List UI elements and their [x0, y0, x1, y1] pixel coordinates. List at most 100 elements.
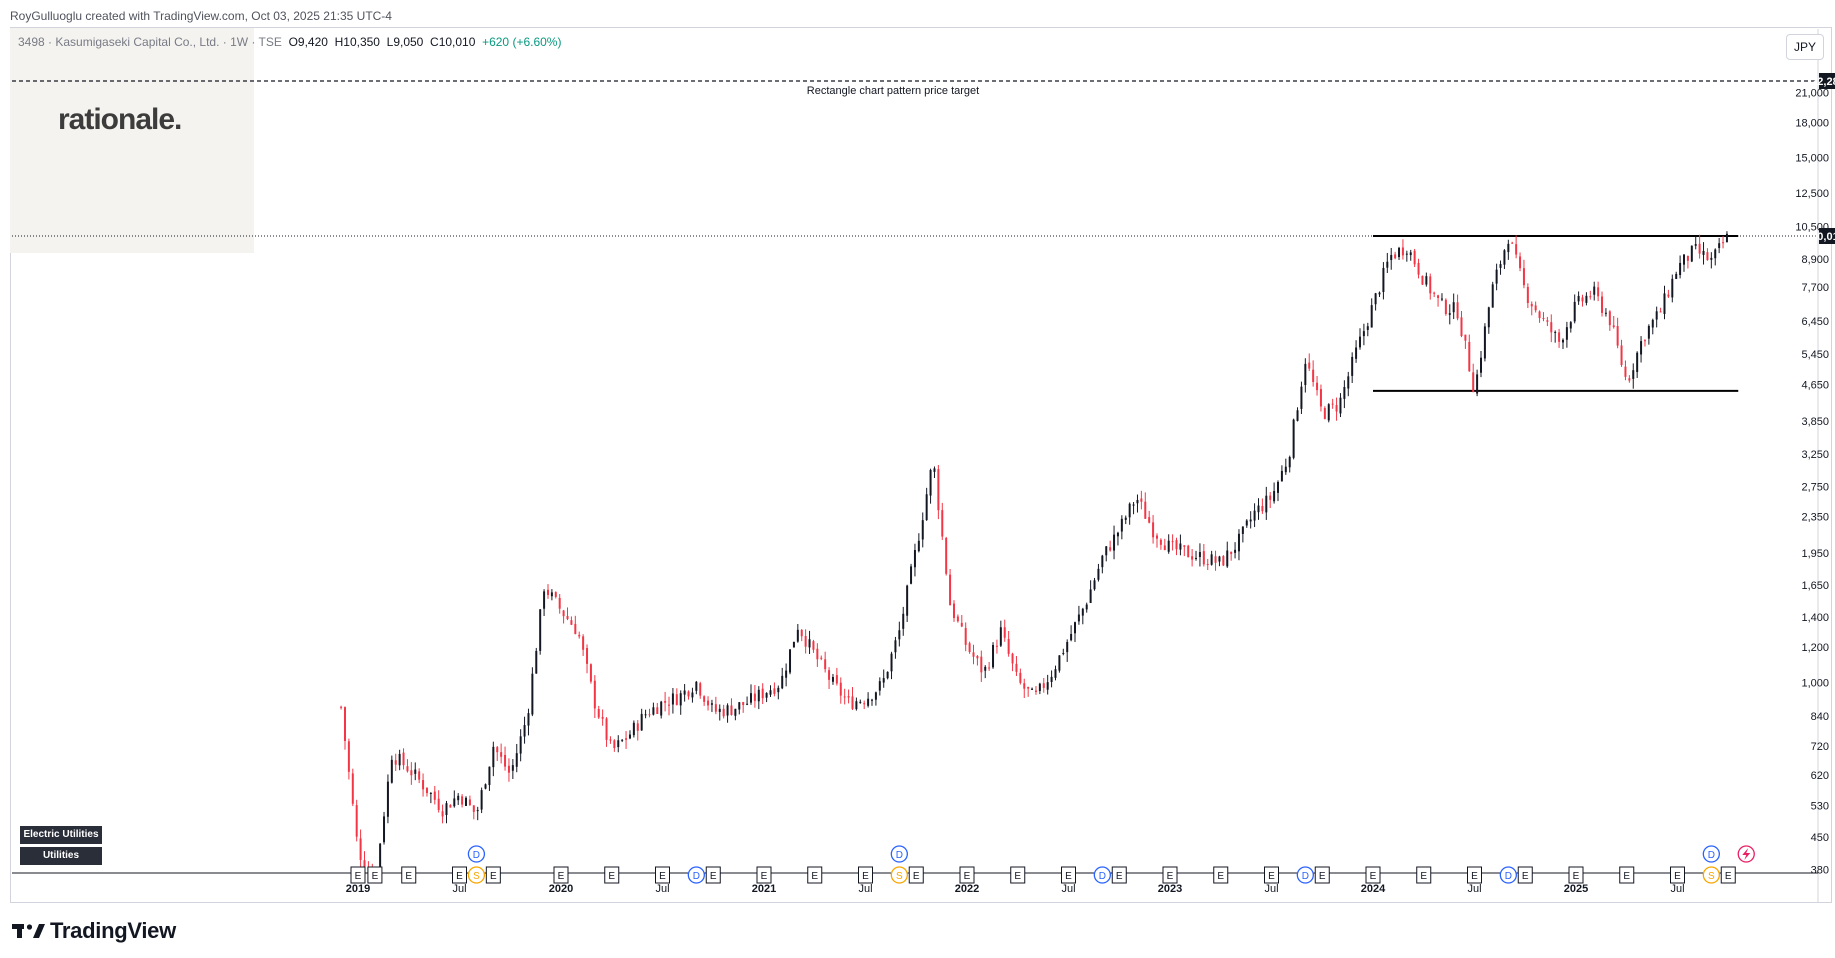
candle-body: [1273, 490, 1276, 502]
candle-body: [660, 701, 663, 716]
candle-body: [1210, 554, 1213, 565]
price-tick-label: 1,650: [1801, 580, 1829, 592]
earnings-marker-label: E: [1268, 871, 1275, 882]
candle-body: [1433, 292, 1436, 294]
price-tick-label: 6,450: [1801, 316, 1829, 328]
earnings-marker-label: E: [1420, 871, 1427, 882]
candle-body: [1226, 550, 1229, 567]
ohlc-close: C10,010: [430, 35, 476, 49]
candle-body: [679, 693, 682, 706]
candle-body: [968, 643, 971, 653]
time-tick-label: 2022: [955, 883, 979, 895]
earnings-marker-label: E: [1116, 871, 1123, 882]
candle-body: [390, 759, 393, 783]
split-marker-label: S: [1708, 871, 1715, 882]
price-tick-label: 7,700: [1801, 282, 1829, 294]
candle-body: [1398, 247, 1401, 258]
candle-body: [1608, 311, 1611, 326]
candle-body: [476, 810, 479, 812]
candle-body: [995, 645, 998, 647]
candle-body: [1105, 546, 1108, 556]
candle-body: [515, 753, 518, 767]
candle-body: [1472, 372, 1475, 393]
price-tick-label: 12,500: [1795, 188, 1829, 200]
price-tick-label: 1,950: [1801, 548, 1829, 560]
candle-body: [972, 652, 975, 657]
candle-body: [769, 690, 772, 695]
candle-body: [1257, 505, 1260, 513]
candle-body: [1437, 295, 1440, 298]
earnings-marker-label: E: [1623, 871, 1630, 882]
candle-body: [1468, 341, 1471, 372]
candle-body: [1237, 533, 1240, 552]
price-tick-label: 2,350: [1801, 512, 1829, 524]
dividend-marker-label: D: [1302, 871, 1309, 882]
dividend-marker: [1093, 866, 1111, 884]
earnings-marker: [655, 866, 670, 884]
candle-body: [1312, 369, 1315, 383]
candle-body: [1538, 311, 1541, 319]
candle-body: [730, 705, 733, 715]
candle-body: [1581, 297, 1584, 302]
candle-body: [1198, 552, 1201, 558]
candle-body: [355, 805, 358, 837]
candle-body: [621, 739, 624, 741]
candle-body: [1620, 345, 1623, 366]
candle-body: [414, 769, 417, 774]
candle-body: [992, 644, 995, 668]
candle-body: [749, 693, 752, 703]
candle-body: [1530, 303, 1533, 307]
time-tick-label: Jul: [1061, 883, 1075, 895]
currency-button[interactable]: JPY: [1786, 34, 1824, 60]
candle-body: [1218, 556, 1221, 562]
earnings-marker-label: E: [964, 871, 971, 882]
candle-body: [1031, 688, 1034, 690]
candle-body: [1511, 242, 1514, 244]
candle-body: [683, 690, 686, 695]
candle-body: [1382, 267, 1385, 293]
candle-body: [1159, 539, 1162, 545]
candle-body: [1374, 293, 1377, 305]
candle-body: [1565, 327, 1568, 340]
tag-sector[interactable]: Electric Utilities: [20, 826, 102, 844]
earnings-marker-label: E: [1471, 871, 1478, 882]
candle-body: [1632, 370, 1635, 379]
time-tick-label: 2021: [752, 883, 776, 895]
candle-body: [1612, 325, 1615, 328]
earnings-marker: [553, 866, 569, 884]
candle-body: [777, 687, 780, 693]
split-marker: [1702, 866, 1720, 884]
candle-body: [796, 629, 799, 642]
earnings-marker: [1517, 866, 1533, 884]
candle-body: [574, 623, 577, 635]
dividend-marker: [1296, 866, 1314, 884]
candle-body: [1179, 543, 1182, 550]
candle-body: [539, 609, 542, 651]
candle-body: [484, 784, 487, 789]
candle-body: [1327, 404, 1330, 421]
candle-body: [343, 707, 346, 741]
candle-body: [1323, 407, 1326, 419]
candle-body: [1409, 252, 1412, 256]
earnings-marker-label: E: [710, 871, 717, 882]
candle-body: [550, 592, 553, 597]
candle-body: [1144, 501, 1147, 519]
dividend-marker: [467, 845, 486, 863]
candle-body: [1253, 510, 1256, 521]
candle-body: [687, 691, 690, 697]
earnings-marker-label: E: [1167, 871, 1174, 882]
candle-body: [1152, 522, 1155, 538]
candle-body: [1515, 244, 1518, 255]
flash-bolt-icon: [1742, 848, 1751, 860]
time-tick-label: Jul: [1670, 883, 1684, 895]
candle-body: [1054, 669, 1057, 678]
candle-body: [593, 680, 596, 709]
tag-industry[interactable]: Utilities: [20, 847, 102, 865]
tradingview-brand[interactable]: TradingView: [12, 918, 176, 944]
candle-body: [761, 688, 764, 699]
earnings-marker-label: E: [1065, 871, 1072, 882]
candle-body: [1175, 540, 1178, 550]
candle-body: [1113, 534, 1116, 551]
candle-body: [1074, 622, 1077, 634]
